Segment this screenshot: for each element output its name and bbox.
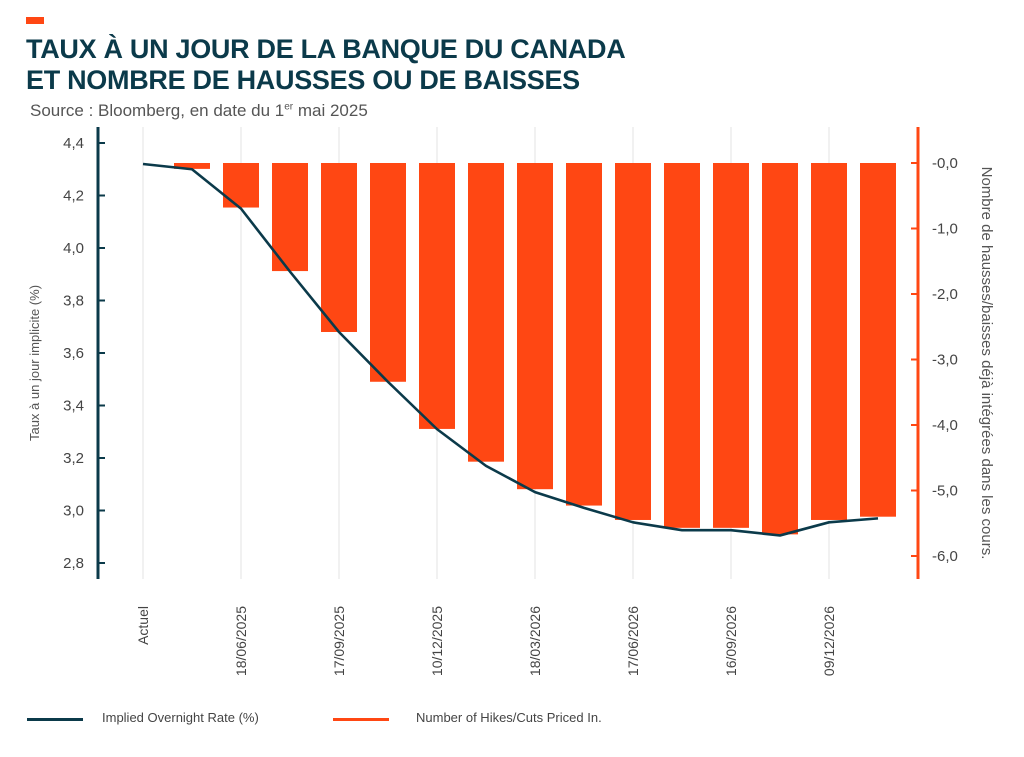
y-axis-right-label: Nombre de hausses/baisses déjà intégrées… (978, 167, 995, 560)
legend-bar-label: Number of Hikes/Cuts Priced In. (416, 710, 602, 725)
accent-mark (26, 17, 44, 24)
title-line-2: ET NOMBRE DE HAUSSES OU DE BAISSES (26, 65, 580, 95)
y-left-tick-label: 3,8 (63, 293, 84, 310)
source-superscript: er (284, 101, 294, 113)
x-tick-label: 09/12/2026 (821, 606, 837, 676)
bar (174, 163, 210, 169)
line-series (142, 162, 879, 537)
bar (664, 163, 700, 528)
bar (566, 163, 602, 506)
y-right-tick-label: -2,0 (932, 286, 958, 303)
bar (370, 163, 406, 382)
x-tick-label: Actuel (135, 606, 151, 645)
y-left-tick-label: 3,2 (63, 450, 84, 467)
y-left-tick-label: 3,6 (63, 345, 84, 362)
bar (713, 163, 749, 528)
bar (811, 163, 847, 520)
y-right-tick-label: -6,0 (932, 548, 958, 565)
bar (615, 163, 651, 520)
bar (860, 163, 896, 517)
rate-line (142, 162, 879, 537)
y-left-tick-label: 4,0 (63, 240, 84, 257)
y-left-tick-label: 2,8 (63, 555, 84, 572)
bar (762, 163, 798, 535)
bar (419, 163, 455, 429)
x-tick-label: 18/06/2025 (233, 606, 249, 676)
bar (517, 163, 553, 490)
legend-bar-swatch (333, 718, 389, 721)
title-line-1: TAUX À UN JOUR DE LA BANQUE DU CANADA (26, 34, 626, 64)
source-prefix: Source : Bloomberg, en date du 1 (30, 101, 285, 120)
y-right-tick-label: -0,0 (932, 155, 958, 172)
bar-series (174, 163, 896, 535)
x-tick-label: 18/03/2026 (527, 606, 543, 676)
x-tick-label: 16/09/2026 (723, 606, 739, 676)
x-tick-label: 17/09/2025 (331, 606, 347, 676)
axes: 4,4 4,2 4,0 3,8 3,6 3,4 3,2 3,0 2,8 -0,0 -1,0 -2,0 -… (63, 127, 958, 676)
bar (321, 163, 357, 332)
y-right-tick-label: -4,0 (932, 417, 958, 434)
bar (272, 163, 308, 272)
bar (223, 163, 259, 208)
x-tick-label: 17/06/2026 (625, 606, 641, 676)
y-axis-left-label: Taux à un jour implicite (%) (27, 285, 42, 441)
y-left-tick-label: 3,4 (63, 398, 84, 415)
chart-title: TAUX À UN JOUR DE LA BANQUE DU CANADA ET… (26, 34, 626, 96)
y-right-tick-label: -3,0 (932, 352, 958, 369)
source-note: Source : Bloomberg, en date du 1er mai 2… (30, 101, 368, 121)
y-right-tick-label: -1,0 (932, 221, 958, 238)
legend-line-swatch (27, 718, 83, 721)
y-left-tick-label: 4,4 (63, 135, 84, 152)
bar (468, 163, 504, 462)
x-tick-label: 10/12/2025 (429, 606, 445, 676)
legend-line-label: Implied Overnight Rate (%) (102, 710, 259, 725)
y-left-tick-label: 4,2 (63, 188, 84, 205)
y-left-tick-label: 3,0 (63, 503, 84, 520)
y-right-tick-label: -5,0 (932, 483, 958, 500)
source-suffix: mai 2025 (293, 101, 368, 120)
